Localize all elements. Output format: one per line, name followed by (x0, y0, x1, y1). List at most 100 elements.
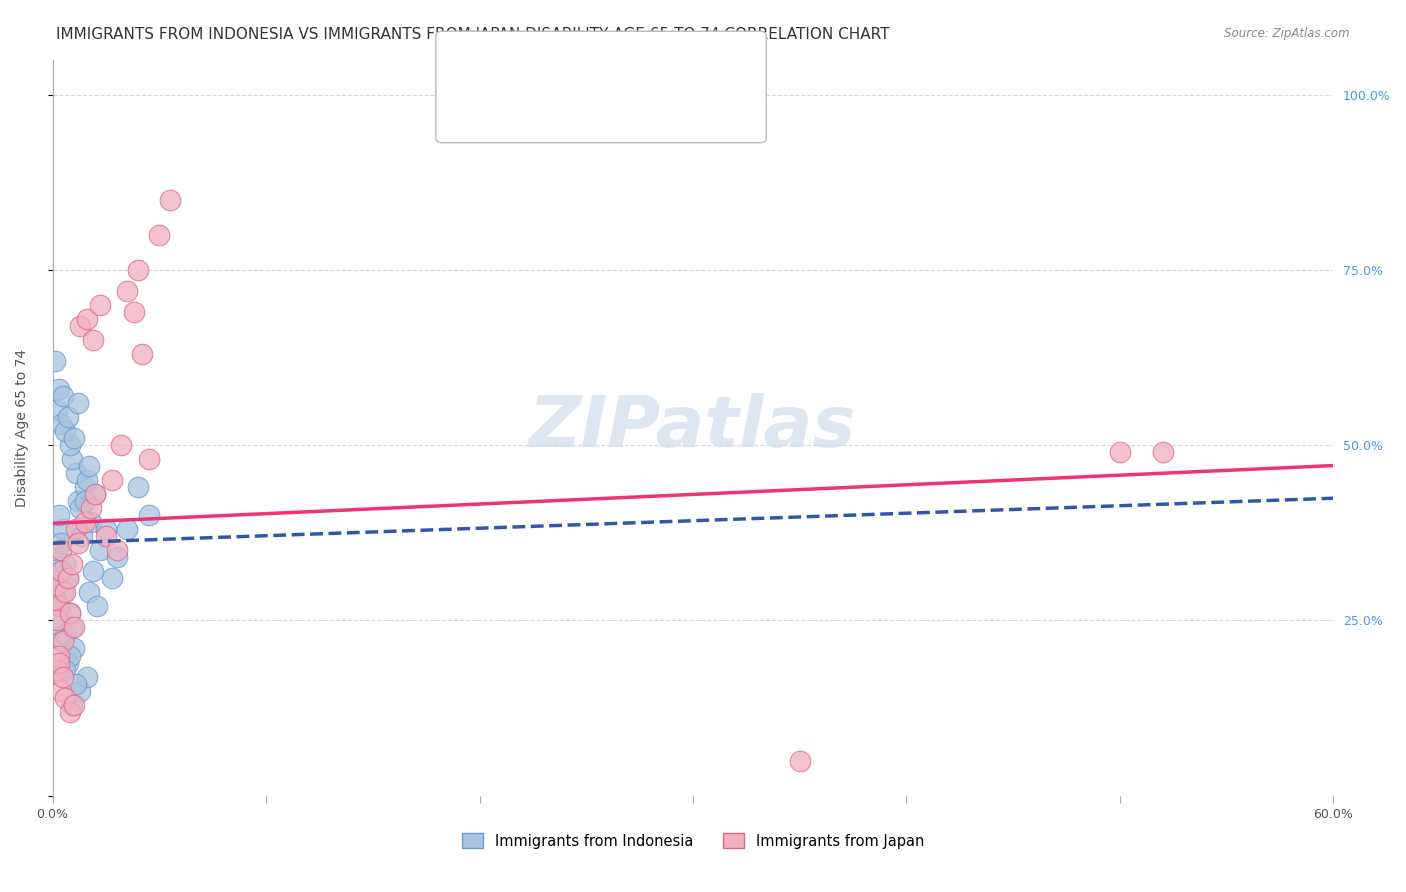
Point (49, 565, 72, 579)
Point (89, 543, 111, 558)
Point (789, 754, 811, 768)
Point (73, 494, 96, 508)
Point (138, 452, 160, 467)
Point (55, 558, 77, 572)
Point (52, 585, 75, 599)
Point (60, 620, 83, 634)
Point (76, 312, 98, 326)
Point (49, 417, 72, 432)
Point (56, 410, 79, 425)
Text: R =: R = (510, 60, 546, 74)
Point (110, 438, 132, 452)
Point (77, 459, 100, 474)
Point (59, 607, 82, 621)
Point (52, 522, 75, 536)
Point (49, 634, 72, 648)
Point (44, 592, 66, 607)
Point (45, 403, 67, 417)
FancyBboxPatch shape (450, 92, 505, 127)
Point (65, 522, 87, 536)
Point (65, 467, 87, 481)
Point (56, 656, 79, 670)
Point (52, 389, 75, 403)
Text: 55: 55 (686, 60, 709, 74)
Text: 0.186: 0.186 (565, 60, 616, 74)
Point (49, 565, 72, 579)
Point (105, 550, 128, 565)
Point (76, 669, 98, 683)
Point (60, 698, 83, 712)
Point (86, 599, 108, 614)
Point (49, 543, 72, 558)
Point (148, 227, 170, 242)
Point (49, 683, 72, 698)
Point (55, 663, 77, 677)
Point (65, 676, 87, 690)
Point (69, 683, 91, 698)
Point (59, 705, 82, 719)
Point (45, 578, 67, 592)
Point (77, 585, 100, 599)
Point (67, 396, 90, 410)
Point (72, 529, 94, 543)
Text: N =: N = (631, 60, 668, 74)
Point (105, 543, 128, 558)
Point (49, 536, 72, 550)
Text: 43: 43 (686, 102, 709, 117)
Point (69, 318, 91, 333)
Text: Source: ZipAtlas.com: Source: ZipAtlas.com (1225, 27, 1350, 40)
Text: R =: R = (510, 102, 546, 117)
Point (80, 501, 103, 516)
Point (101, 473, 124, 487)
Point (59, 438, 82, 452)
Point (45, 543, 67, 558)
Text: 0.472: 0.472 (565, 102, 616, 117)
Point (80, 516, 103, 530)
Point (55, 585, 77, 599)
Point (73, 480, 96, 494)
Legend: Immigrants from Indonesia, Immigrants from Japan: Immigrants from Indonesia, Immigrants fr… (456, 828, 931, 855)
Point (48, 599, 70, 614)
Point (55, 424, 77, 438)
Point (55, 690, 77, 705)
Point (60, 452, 83, 467)
Point (122, 305, 145, 319)
Point (63, 698, 86, 712)
Point (82, 333, 104, 347)
Point (117, 284, 139, 298)
Point (101, 571, 124, 585)
Point (60, 558, 83, 572)
Point (127, 480, 149, 494)
Point (48, 599, 70, 614)
Point (59, 607, 82, 621)
Point (138, 508, 160, 523)
Point (159, 193, 181, 207)
Point (76, 473, 98, 487)
Point (67, 536, 90, 550)
Point (48, 508, 70, 523)
Point (52, 634, 75, 648)
Point (45, 614, 67, 628)
Point (67, 494, 90, 508)
Point (117, 522, 139, 536)
Point (45, 663, 67, 677)
Point (82, 565, 104, 579)
Point (131, 347, 153, 361)
Point (59, 648, 82, 663)
Point (127, 263, 149, 277)
Point (69, 501, 91, 516)
Point (48, 614, 70, 628)
Point (48, 648, 70, 663)
Point (94, 529, 117, 543)
Point (1109, 445, 1132, 459)
Point (63, 431, 86, 445)
Text: IMMIGRANTS FROM INDONESIA VS IMMIGRANTS FROM JAPAN DISABILITY AGE 65 TO 74 CORRE: IMMIGRANTS FROM INDONESIA VS IMMIGRANTS … (56, 27, 890, 42)
Point (48, 382, 70, 396)
Point (48, 656, 70, 670)
Point (84, 487, 107, 501)
Text: N =: N = (631, 102, 668, 117)
Point (52, 669, 75, 683)
Point (56, 571, 79, 585)
FancyBboxPatch shape (450, 49, 505, 84)
Text: ZIPatlas: ZIPatlas (529, 393, 856, 462)
